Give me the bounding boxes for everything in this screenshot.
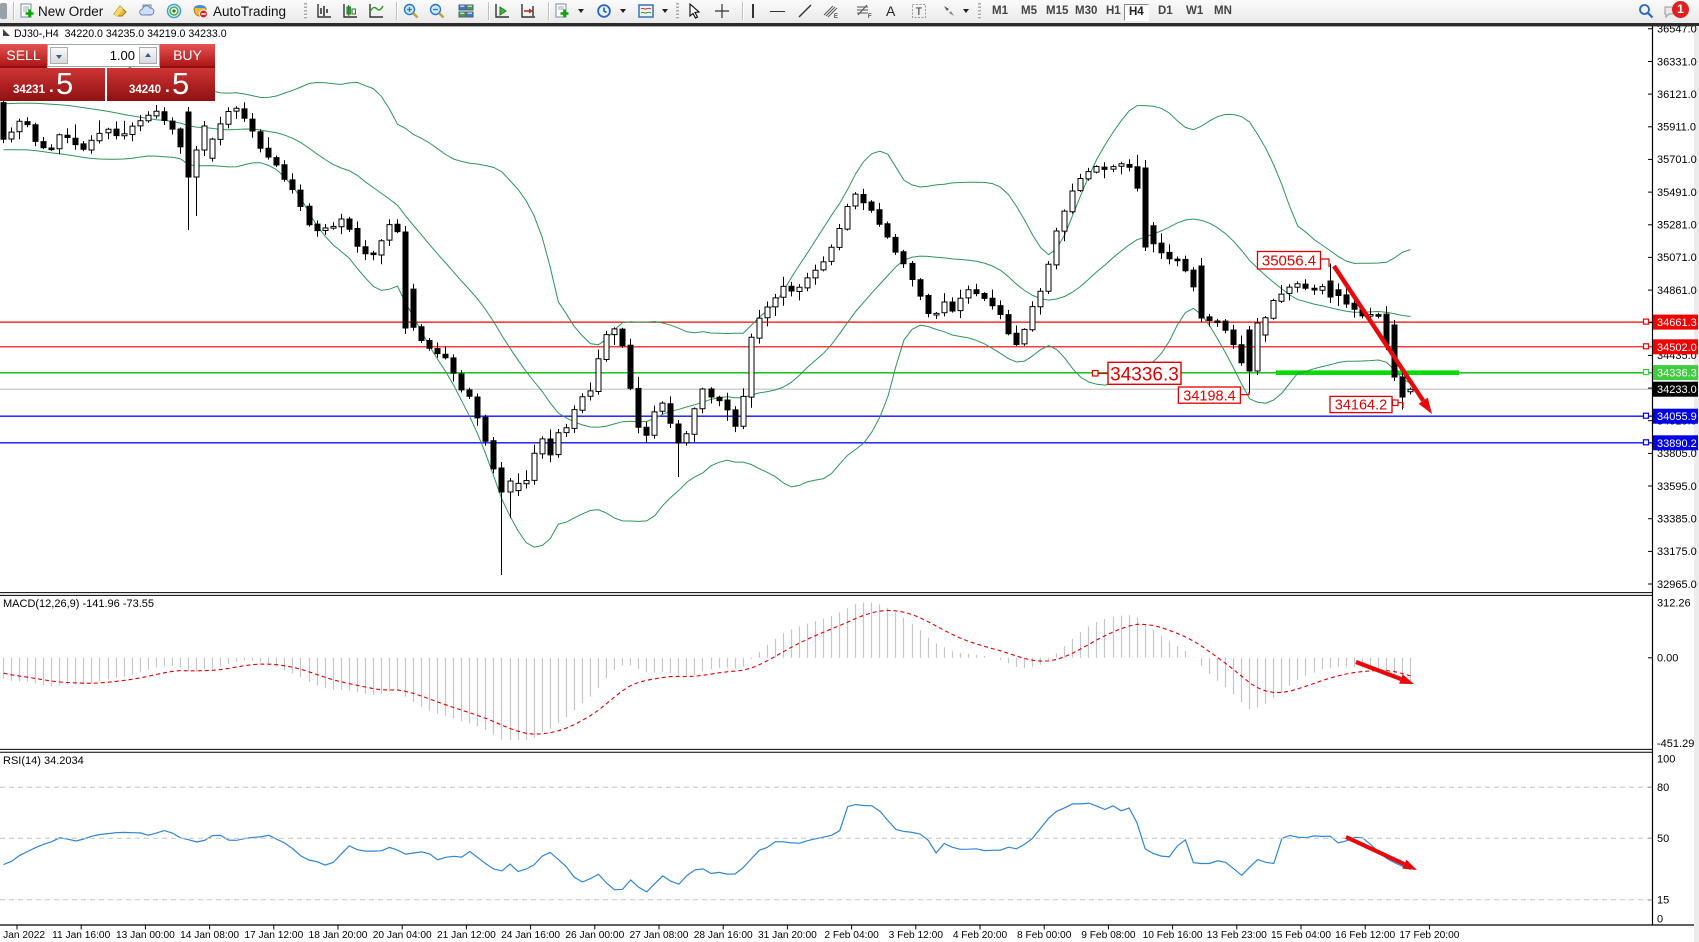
svg-text:34661.3: 34661.3 xyxy=(1657,317,1697,329)
svg-text:35491.0: 35491.0 xyxy=(1657,187,1697,199)
svg-text:3 Feb 12:00: 3 Feb 12:00 xyxy=(889,930,944,941)
svg-text:0.00: 0.00 xyxy=(1657,653,1678,665)
svg-text:-451.29: -451.29 xyxy=(1657,738,1694,750)
svg-text:2 Feb 04:00: 2 Feb 04:00 xyxy=(824,930,879,941)
svg-text:9 Feb 08:00: 9 Feb 08:00 xyxy=(1081,930,1136,941)
svg-text:35911.0: 35911.0 xyxy=(1657,122,1696,134)
svg-text:11 Jan 16:00: 11 Jan 16:00 xyxy=(52,930,110,941)
svg-text:34055.9: 34055.9 xyxy=(1657,411,1697,423)
svg-text:34198.4: 34198.4 xyxy=(1183,388,1235,404)
svg-text:18 Jan 20:00: 18 Jan 20:00 xyxy=(309,930,368,941)
svg-text:E: E xyxy=(834,14,838,19)
svg-text:34336.3: 34336.3 xyxy=(1110,365,1179,386)
svg-text:14 Jan 08:00: 14 Jan 08:00 xyxy=(180,930,239,941)
svg-text:16 Feb 12:00: 16 Feb 12:00 xyxy=(1335,930,1395,941)
svg-text:35056.4: 35056.4 xyxy=(1262,253,1316,270)
svg-text:T: T xyxy=(916,6,923,18)
svg-text:33890.2: 33890.2 xyxy=(1657,438,1697,450)
svg-text:35071.0: 35071.0 xyxy=(1657,252,1697,264)
svg-text:17 Feb 20:00: 17 Feb 20:00 xyxy=(1399,930,1459,941)
svg-text:28 Jan 16:00: 28 Jan 16:00 xyxy=(694,930,753,941)
svg-text:31 Jan 20:00: 31 Jan 20:00 xyxy=(758,930,817,941)
svg-text:21 Jan 12:00: 21 Jan 12:00 xyxy=(437,930,496,941)
svg-text:35281.0: 35281.0 xyxy=(1657,220,1697,232)
svg-text:34336.3: 34336.3 xyxy=(1657,368,1697,380)
svg-text:0: 0 xyxy=(1657,913,1663,925)
svg-text:F: F xyxy=(868,14,872,19)
svg-text:33175.0: 33175.0 xyxy=(1657,546,1697,558)
svg-text:34502.0: 34502.0 xyxy=(1657,342,1697,354)
svg-text:36547.0: 36547.0 xyxy=(1657,24,1697,36)
svg-text:34164.2: 34164.2 xyxy=(1335,398,1387,414)
svg-text:27 Jan 08:00: 27 Jan 08:00 xyxy=(630,930,689,941)
svg-text:50: 50 xyxy=(1657,833,1669,845)
svg-text:10 Jan 2022: 10 Jan 2022 xyxy=(0,930,45,941)
svg-text:80: 80 xyxy=(1657,782,1669,794)
svg-text:MACD(12,26,9) -141.96 -73.55: MACD(12,26,9) -141.96 -73.55 xyxy=(3,598,154,610)
svg-text:26 Jan 00:00: 26 Jan 00:00 xyxy=(565,930,624,941)
svg-text:15: 15 xyxy=(1657,895,1669,907)
svg-text:20 Jan 04:00: 20 Jan 04:00 xyxy=(373,930,432,941)
svg-text:34233.0: 34233.0 xyxy=(1657,384,1697,396)
svg-text:34861.0: 34861.0 xyxy=(1657,285,1697,297)
svg-text:32965.0: 32965.0 xyxy=(1657,579,1697,591)
svg-text:36121.0: 36121.0 xyxy=(1657,89,1697,101)
svg-text:13 Jan 00:00: 13 Jan 00:00 xyxy=(116,930,175,941)
svg-text:24 Jan 16:00: 24 Jan 16:00 xyxy=(501,930,560,941)
svg-text:312.26: 312.26 xyxy=(1657,598,1691,610)
svg-text:36331.0: 36331.0 xyxy=(1657,56,1697,68)
svg-text:33385.0: 33385.0 xyxy=(1657,514,1697,526)
svg-text:13 Feb 23:00: 13 Feb 23:00 xyxy=(1207,930,1267,941)
svg-text:DJ30-,H4 34220.0 34235.0 3421: DJ30-,H4 34220.0 34235.0 34219.0 34233.0 xyxy=(14,28,227,40)
svg-text:17 Jan 12:00: 17 Jan 12:00 xyxy=(244,930,303,941)
svg-text:35701.0: 35701.0 xyxy=(1657,154,1697,166)
svg-text:4 Feb 20:00: 4 Feb 20:00 xyxy=(953,930,1008,941)
svg-text:8 Feb 00:00: 8 Feb 00:00 xyxy=(1017,930,1072,941)
svg-text:33805.0: 33805.0 xyxy=(1657,448,1697,460)
svg-text:10 Feb 16:00: 10 Feb 16:00 xyxy=(1143,930,1203,941)
svg-text:15 Feb 04:00: 15 Feb 04:00 xyxy=(1271,930,1331,941)
svg-text:100: 100 xyxy=(1657,753,1675,765)
svg-text:RSI(14) 34.2034: RSI(14) 34.2034 xyxy=(3,755,84,767)
svg-text:33595.0: 33595.0 xyxy=(1657,481,1697,493)
